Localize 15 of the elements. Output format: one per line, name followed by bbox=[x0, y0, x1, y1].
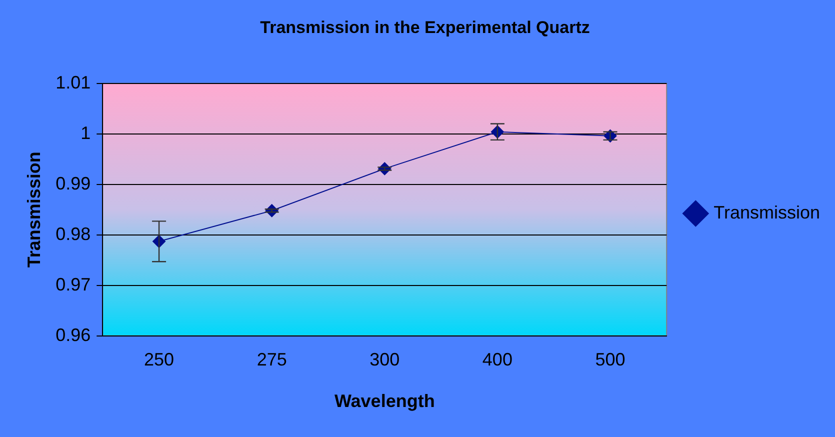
x-tick-label: 500 bbox=[595, 350, 626, 370]
chart-title: Transmission in the Experimental Quartz bbox=[260, 18, 590, 37]
x-tick-label: 400 bbox=[482, 350, 512, 370]
x-tick-label: 250 bbox=[144, 350, 174, 370]
y-axis-title: Transmission bbox=[24, 152, 44, 268]
y-tick-label: 0.98 bbox=[56, 224, 91, 244]
y-tick-label: 1.01 bbox=[56, 72, 91, 92]
y-tick-label: 1 bbox=[80, 122, 91, 143]
x-tick-label: 275 bbox=[256, 350, 287, 370]
x-tick-label: 300 bbox=[370, 350, 400, 370]
y-tick-label: 0.96 bbox=[56, 324, 91, 345]
x-axis-title: Wavelength bbox=[334, 391, 435, 412]
y-tick-label: 0.97 bbox=[56, 274, 91, 294]
legend-label: Transmission bbox=[714, 202, 820, 222]
y-tick-label: 0.99 bbox=[56, 173, 91, 194]
